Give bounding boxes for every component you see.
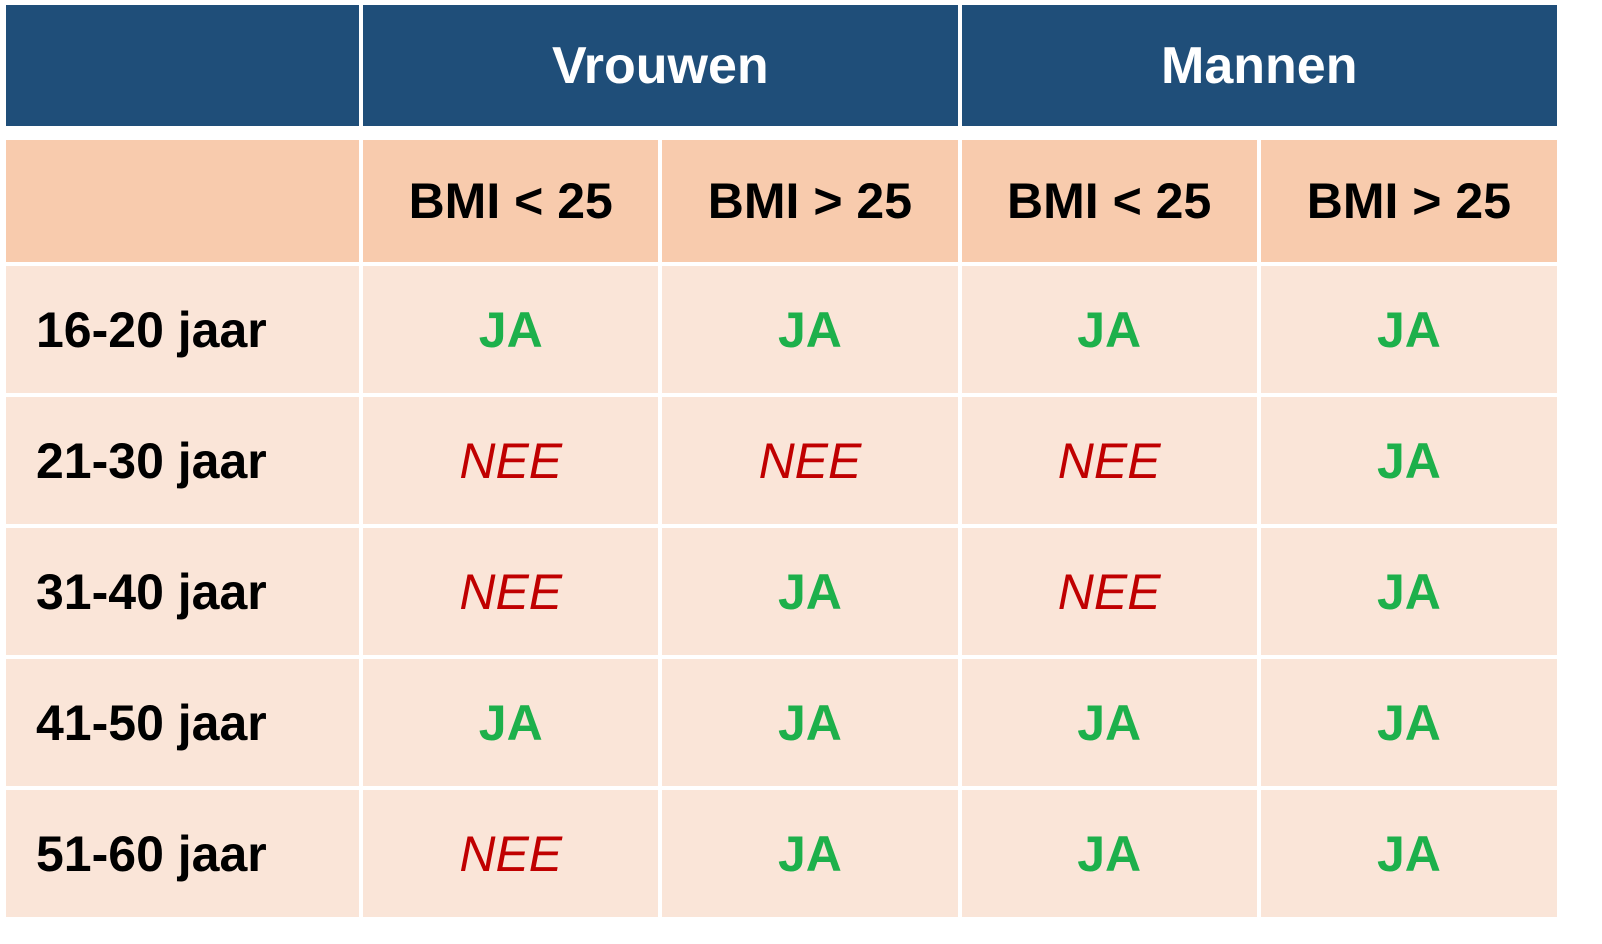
table-row: 51-60 jaar NEE JA JA JA <box>6 790 1558 917</box>
column-header-corner-cell <box>6 140 360 262</box>
table-cell: JA <box>1260 266 1558 393</box>
table-cell: JA <box>1260 790 1558 917</box>
column-header-vrouwen-bmi-over-25: BMI > 25 <box>662 140 958 262</box>
row-label: 31-40 jaar <box>6 528 360 655</box>
table-cell: JA <box>1260 528 1558 655</box>
table-cell: NEE <box>662 397 958 524</box>
table-cell: NEE <box>363 790 659 917</box>
table-cell: JA <box>1260 397 1558 524</box>
table-cell: JA <box>1260 659 1558 786</box>
table-cell: JA <box>662 528 958 655</box>
table-cell: JA <box>961 790 1257 917</box>
group-header-row: Vrouwen Mannen <box>6 5 1557 126</box>
table-row: 16-20 jaar JA JA JA JA <box>6 266 1558 393</box>
table-row: 31-40 jaar NEE JA NEE JA <box>6 528 1558 655</box>
row-label: 41-50 jaar <box>6 659 360 786</box>
table-cell: NEE <box>363 397 659 524</box>
group-header-mannen: Mannen <box>961 5 1557 126</box>
table-cell: JA <box>961 659 1257 786</box>
table-cell: JA <box>363 266 659 393</box>
table-cell: JA <box>662 790 958 917</box>
table-cell: NEE <box>363 528 659 655</box>
group-header-vrouwen: Vrouwen <box>363 5 958 126</box>
row-label: 16-20 jaar <box>6 266 360 393</box>
column-header-mannen-bmi-over-25: BMI > 25 <box>1260 140 1558 262</box>
header-corner-cell <box>6 5 360 126</box>
column-header-mannen-bmi-under-25: BMI < 25 <box>961 140 1257 262</box>
row-label: 51-60 jaar <box>6 790 360 917</box>
table-row: 21-30 jaar NEE NEE NEE JA <box>6 397 1558 524</box>
table-cell: JA <box>662 659 958 786</box>
table-cell: JA <box>961 266 1257 393</box>
column-header-row: BMI < 25 BMI > 25 BMI < 25 BMI > 25 <box>6 140 1558 262</box>
table-cell: JA <box>662 266 958 393</box>
column-header-vrouwen-bmi-under-25: BMI < 25 <box>363 140 659 262</box>
table-cell: NEE <box>961 528 1257 655</box>
table-row: 41-50 jaar JA JA JA JA <box>6 659 1558 786</box>
table-cell: NEE <box>961 397 1257 524</box>
bmi-age-table: Vrouwen Mannen BMI < 25 BMI > 25 BMI < 2… <box>6 5 1558 921</box>
row-label: 21-30 jaar <box>6 397 360 524</box>
table-cell: JA <box>363 659 659 786</box>
